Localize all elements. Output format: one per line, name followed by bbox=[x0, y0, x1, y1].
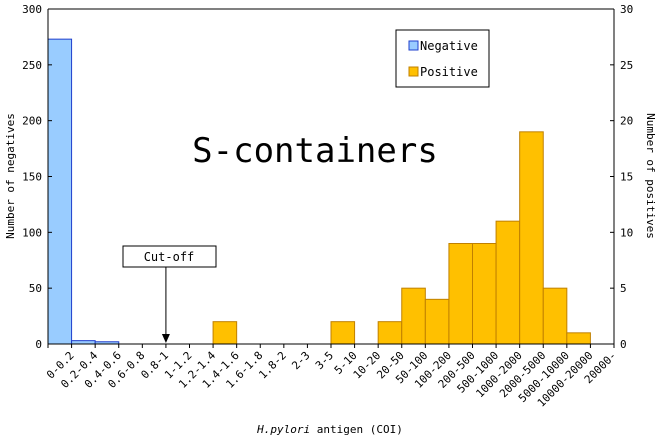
left-tick-label-250: 250 bbox=[22, 59, 42, 72]
positive-bars bbox=[212, 131, 591, 345]
right-tick-label-0: 0 bbox=[620, 338, 627, 351]
left-tick-label-0: 0 bbox=[35, 338, 42, 351]
legend-box bbox=[395, 29, 490, 88]
left-tick-label-50: 50 bbox=[29, 282, 42, 295]
positive-bar-50-100 bbox=[401, 287, 426, 345]
right-tick-label-15: 15 bbox=[620, 171, 633, 184]
legend: Negative Positive bbox=[395, 29, 490, 88]
right-tick-label-10: 10 bbox=[620, 226, 633, 239]
positive-bar-200-500 bbox=[448, 243, 474, 345]
x-axis-title-rest: antigen (COI) bbox=[310, 423, 403, 436]
positive-bar-500-1000 bbox=[472, 243, 497, 345]
right-tick-label-30: 30 bbox=[620, 3, 633, 16]
x-axis-title-italic: H.pylori bbox=[256, 423, 310, 436]
cutoff-label-box bbox=[122, 245, 217, 268]
legend-label-negative: Negative bbox=[420, 39, 478, 53]
left-axis-ticks: 0 50 100 150 200 250 300 bbox=[22, 3, 52, 351]
cutoff-arrow-head bbox=[161, 334, 170, 343]
x-axis-ticks: 0-0.20.2-0.40.4-0.60.6-0.80.8-11-1.21.2-… bbox=[44, 344, 619, 410]
left-tick-label-150: 150 bbox=[22, 171, 42, 184]
x-axis-title: H.pylori antigen (COI) bbox=[256, 423, 403, 436]
x-tick-label-2-3: 2-3 bbox=[289, 349, 312, 372]
positive-bar-1000-2000 bbox=[495, 220, 521, 345]
legend-swatch-positive bbox=[408, 66, 419, 77]
right-axis-ticks: 0 5 10 15 20 25 30 bbox=[610, 3, 633, 351]
x-tick-label-1.8-2: 1.8-2 bbox=[256, 349, 289, 382]
positive-bar-100-200 bbox=[424, 298, 450, 345]
cutoff-label: Cut-off bbox=[144, 250, 195, 264]
positive-bar-2000-5000 bbox=[519, 131, 544, 345]
negative-bar-0.2-0.4 bbox=[71, 340, 96, 345]
negative-bars bbox=[47, 38, 120, 345]
right-tick-label-5: 5 bbox=[620, 282, 627, 295]
right-axis-title: Number of positives bbox=[644, 113, 657, 239]
legend-swatch-negative bbox=[408, 40, 419, 51]
right-tick-label-20: 20 bbox=[620, 115, 633, 128]
left-axis-title: Number of negatives bbox=[4, 113, 17, 239]
left-tick-label-100: 100 bbox=[22, 226, 42, 239]
left-tick-label-200: 200 bbox=[22, 115, 42, 128]
positive-bar-5000-10000 bbox=[542, 287, 568, 345]
positive-bar-5-10 bbox=[330, 321, 356, 345]
legend-label-positive: Positive bbox=[420, 65, 478, 79]
annotation-s-containers: S-containers bbox=[192, 131, 438, 171]
positive-bar-10000-20000 bbox=[566, 332, 591, 345]
positive-bar-1.4-1.6 bbox=[212, 321, 238, 345]
left-tick-label-300: 300 bbox=[22, 3, 42, 16]
positive-bar-20-50 bbox=[377, 321, 403, 345]
right-tick-label-25: 25 bbox=[620, 59, 633, 72]
negative-bar-0-0.2 bbox=[47, 38, 73, 345]
